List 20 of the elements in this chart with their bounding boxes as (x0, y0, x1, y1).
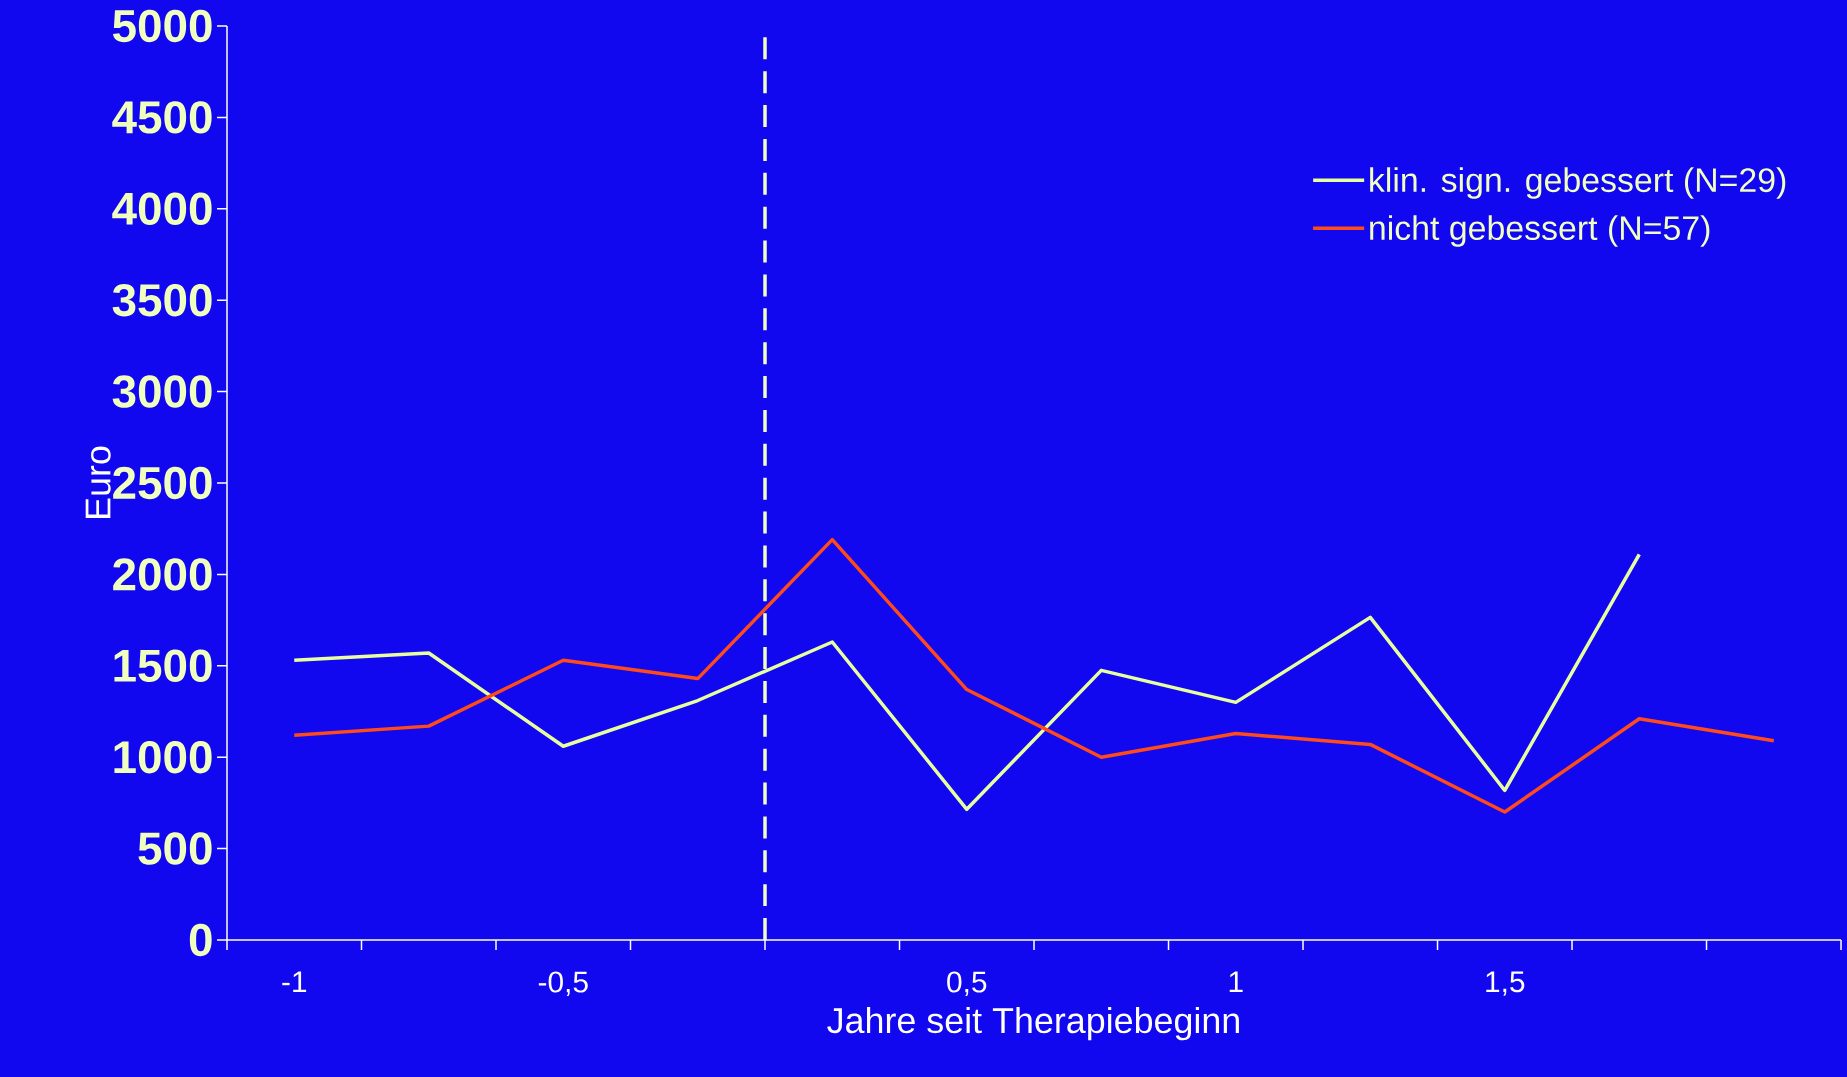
legend-label: nicht gebessert (N=57) (1370, 215, 1710, 247)
y-tick-label: 1500 (114, 649, 212, 683)
y-tick-label: 4000 (112, 192, 212, 226)
x-tick-label: -1 (282, 971, 307, 992)
y-tick-label: 0 (189, 923, 212, 957)
y-tick-label: 500 (138, 832, 212, 865)
y-tick-label: 1000 (114, 740, 212, 774)
y-tick-label: 3500 (112, 283, 212, 317)
x-tick-label: 1 (1229, 971, 1243, 992)
x-tick-label: 1,5 (1486, 971, 1525, 996)
y-tick-label: 2500 (113, 466, 212, 500)
legend-label: klin. sign. gebessert (N=29) (1370, 167, 1786, 199)
y-tick-label: 4500 (112, 101, 212, 134)
x-axis-title: Jahre seit Therapiebeginn (827, 1006, 1239, 1041)
y-axis-title: Euro (85, 446, 111, 518)
y-tick-label: 2000 (113, 558, 212, 591)
x-tick-label: 0,5 (947, 971, 987, 997)
x-tick-label: -0,5 (538, 971, 588, 997)
y-tick-label: 3000 (112, 375, 212, 408)
y-tick-label: 5000 (112, 9, 212, 43)
